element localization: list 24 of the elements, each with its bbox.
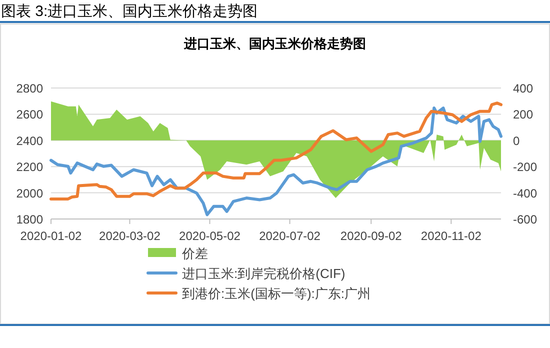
y-tick-label: 2600 (16, 108, 44, 122)
x-tick-label: 2020-05-02 (179, 229, 241, 243)
y-tick-label: 2400 (16, 134, 44, 148)
y-tick-label: 1800 (16, 212, 44, 226)
y2-tick-label: -400 (513, 186, 538, 200)
legend-label: 到港价:玉米(国标一等):广东:广州 (182, 286, 370, 301)
y-tick-label: 2200 (16, 160, 44, 174)
y2-tick-label: -200 (513, 160, 538, 174)
y2-tick-label: 200 (513, 108, 534, 122)
line-series (50, 106, 502, 216)
legend-label: 价差 (181, 246, 208, 261)
x-tick-label: 2020-07-02 (259, 229, 321, 243)
chart-subtitle: 进口玉米、国内玉米价格走势图 (183, 36, 366, 51)
y-tick-label: 2000 (16, 186, 44, 200)
y-tick-label: 2800 (16, 82, 44, 96)
x-tick-label: 2020-09-02 (340, 229, 402, 243)
y2-tick-label: 400 (513, 82, 534, 96)
x-tick-label: 2020-11-02 (420, 229, 482, 243)
y2-tick-label: -600 (513, 212, 538, 226)
chart-title: 图表 3:进口玉米、国内玉米价格走势图 (1, 3, 258, 20)
y2-tick-label: 0 (513, 134, 520, 148)
legend-label: 进口玉米:到岸完税价格(CIF) (182, 266, 346, 281)
x-tick-label: 2020-01-02 (20, 229, 82, 243)
x-tick-label: 2020-03-02 (99, 229, 161, 243)
